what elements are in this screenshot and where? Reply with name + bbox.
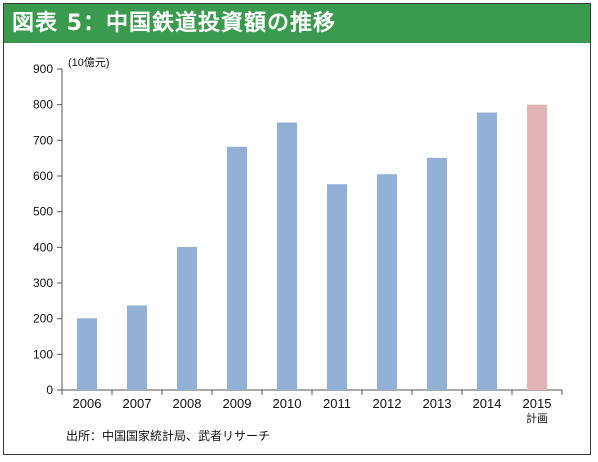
y-tick-label: 100: [33, 347, 53, 361]
bar-2010: [277, 122, 297, 390]
bar-2008: [177, 246, 197, 390]
x-tick-label: 2009: [223, 396, 252, 411]
bar-2014: [477, 112, 497, 390]
x-tick-label: 2011: [323, 396, 351, 411]
y-tick-label: 0: [46, 383, 53, 397]
y-unit-label: (10億元): [68, 56, 110, 69]
y-tick-label: 700: [33, 133, 53, 147]
bar-2006: [77, 318, 97, 390]
x-tick-label: 2014: [473, 396, 502, 411]
x-tick-label: 2010: [273, 396, 302, 411]
y-tick-label: 800: [33, 98, 53, 112]
x-tick-label: 2013: [423, 396, 452, 411]
figure-title: 図表 5：中国鉄道投資額の推移: [4, 4, 590, 43]
x-tick-label: 2008: [173, 396, 202, 411]
bar-2011: [327, 184, 347, 390]
bar-2009: [227, 146, 247, 390]
y-tick-label: 500: [33, 205, 53, 219]
x-tick-note: 計画: [526, 411, 548, 425]
source-note: 出所：中国国家統計局、武者リサーチ: [66, 429, 271, 443]
bar-2013: [427, 157, 447, 390]
x-tick-label: 2006: [73, 396, 102, 411]
x-tick-label: 2015: [523, 396, 552, 411]
x-tick-label: 2012: [373, 396, 402, 411]
bar-2012: [377, 174, 397, 390]
bar-2015: [527, 104, 547, 391]
bar-2007: [127, 305, 147, 390]
y-tick-label: 900: [33, 62, 53, 76]
y-tick-label: 300: [33, 276, 53, 290]
x-tick-label: 2007: [123, 396, 152, 411]
y-tick-label: 600: [33, 169, 53, 183]
y-tick-label: 200: [33, 312, 53, 326]
y-tick-label: 400: [33, 240, 53, 254]
